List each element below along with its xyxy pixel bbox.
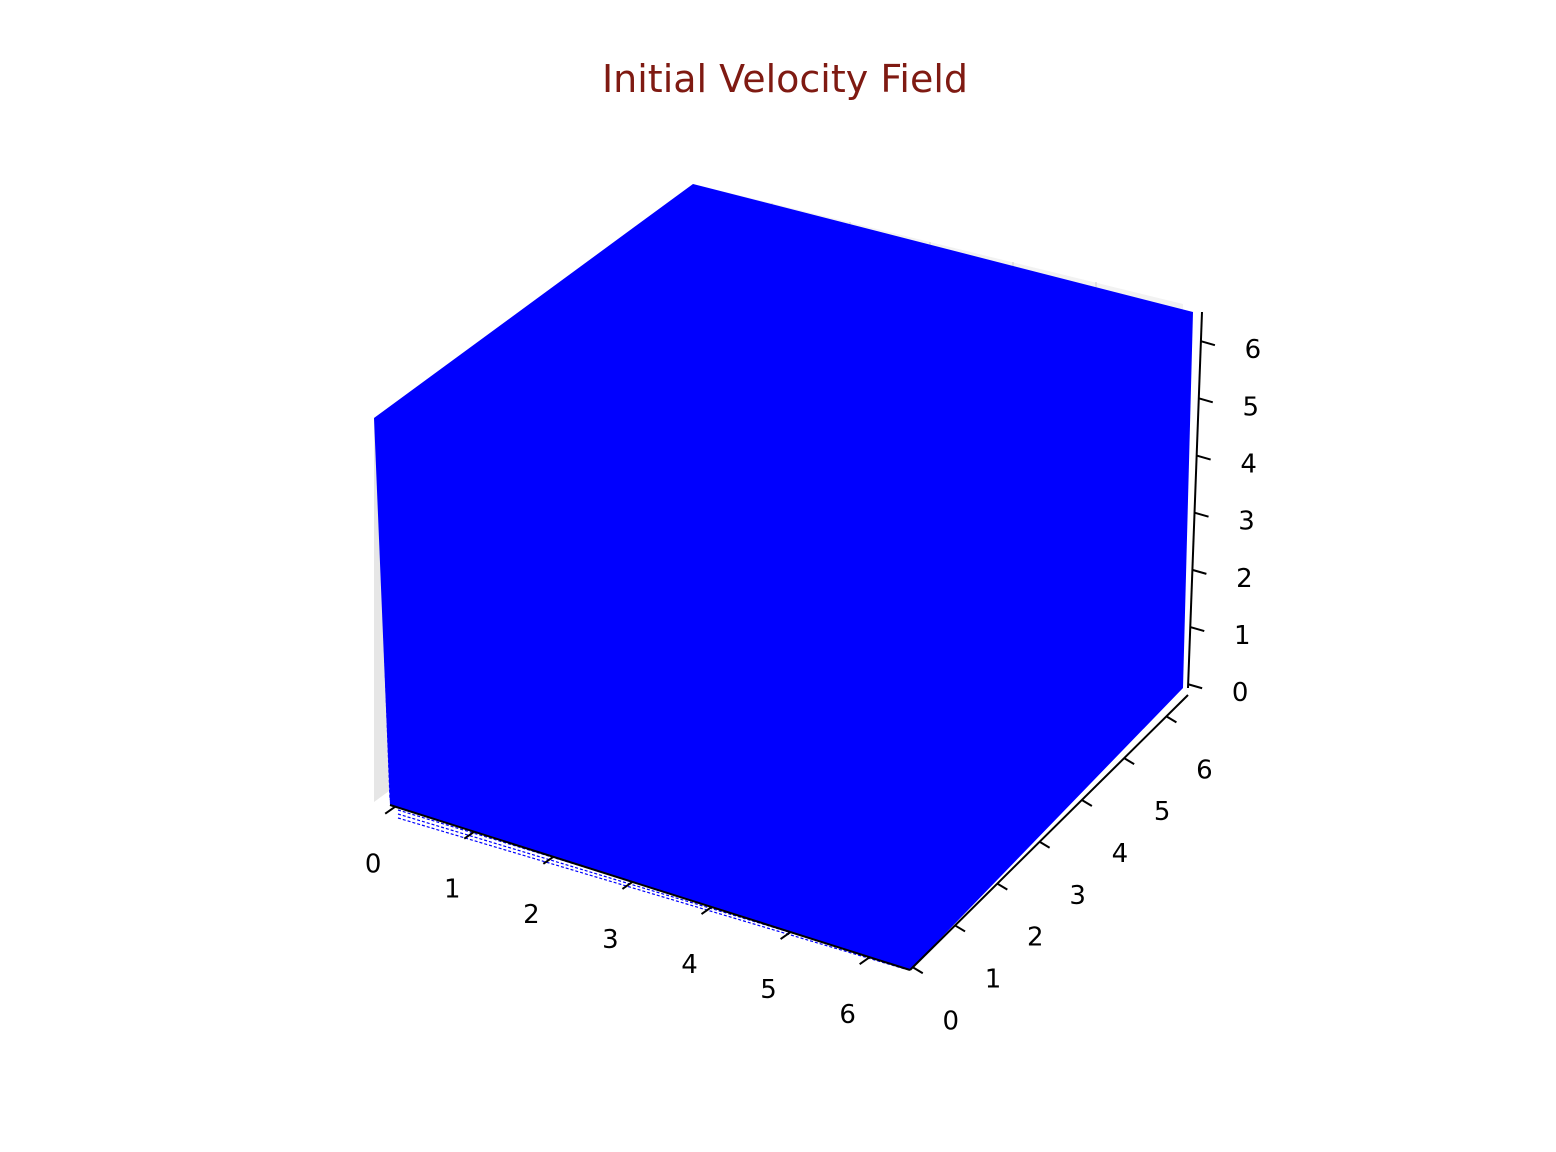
z-tick-label: 1 [1234,621,1251,651]
z-axis-line [1187,311,1203,689]
chart-title: Initial Velocity Field [602,57,968,101]
x-axis-ticks: 0 1 2 3 4 5 6 [365,805,871,1030]
arrow-row [384,425,397,804]
y-tick-label: 6 [1196,755,1213,785]
arrow-row [1171,319,1177,683]
y-tick-label: 0 [943,1006,960,1036]
x-tick [463,830,475,840]
x-tick-label: 1 [444,875,461,905]
velocity-arrows [374,184,1193,970]
z-tick [1192,568,1207,575]
z-tick-label: 6 [1245,335,1262,365]
z-tick [1196,454,1211,461]
z-tick-label: 5 [1243,392,1260,422]
y-tick [954,924,966,933]
arrow-row [1181,319,1192,663]
z-tick [1187,683,1203,690]
x-tick-label: 2 [523,900,540,930]
x-tick [384,805,396,815]
arrow-row [390,429,401,806]
y-axis-line [909,694,1189,971]
z-axis-ticks: 0 1 2 3 4 5 6 [1187,335,1262,708]
arrow-texture [375,319,1192,970]
x-tick [542,856,554,865]
arrow-row [397,805,906,964]
arrow-row [393,431,403,807]
arrow-row [397,817,906,970]
x-tick [621,881,634,890]
arrow-row [387,427,399,805]
z-tick-label: 2 [1236,564,1253,594]
y-tick-label: 4 [1112,839,1129,869]
axes [389,311,1203,971]
arrow-row [378,421,393,802]
arrow-row [1167,319,1171,691]
y-tick-label: 1 [985,964,1002,994]
y-tick [1039,840,1051,849]
y-tick [1165,715,1177,724]
x-tick-label: 0 [365,850,382,880]
arrow-field-volume [374,184,1193,970]
y-tick [996,882,1008,891]
y-tick-label: 3 [1069,881,1086,911]
arrow-row [375,419,391,801]
y-tick [912,966,924,975]
arrow-row [396,433,405,808]
arrow-row [397,801,906,962]
arrow-row [397,797,906,960]
y-tick [1123,757,1135,766]
y-tick-label: 5 [1154,797,1171,827]
z-tick-label: 3 [1238,507,1255,537]
z-tick [1200,340,1216,347]
y-tick-label: 2 [1027,923,1044,953]
x-tick-label: 3 [602,925,619,955]
z-tick-label: 4 [1240,450,1257,480]
arrow-row [381,423,395,803]
z-tick-label: 0 [1232,678,1249,708]
x-tick [859,956,871,966]
arrow-row [1175,319,1183,675]
y-tick [1081,799,1093,807]
x-axis-line [389,804,911,971]
x-tick-label: 6 [839,1000,856,1030]
arrow-row [1177,319,1186,671]
arrow-row [397,789,906,956]
z-tick [1194,511,1209,518]
x-tick-label: 5 [760,975,777,1005]
x-tick [780,931,792,940]
x-tick [700,906,713,915]
z-tick [1189,626,1205,633]
z-tick [1198,397,1214,404]
arrow-row [1169,319,1174,687]
arrow-row [397,793,906,958]
arrow-row [1179,319,1189,667]
x-tick-label: 4 [681,950,698,980]
